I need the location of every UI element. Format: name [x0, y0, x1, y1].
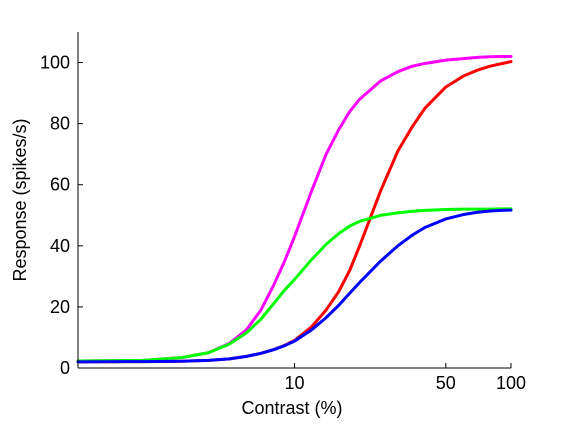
x-axis-title: Contrast (%)	[241, 398, 342, 418]
y-ticks: 0 20 40 60 80 100	[40, 53, 83, 378]
y-tick-label: 40	[50, 236, 70, 256]
axes	[77, 32, 511, 369]
y-tick-label: 60	[50, 175, 70, 195]
x-tick-label: 50	[436, 373, 456, 393]
y-tick-label: 100	[40, 53, 70, 73]
x-tick-label: 100	[496, 373, 526, 393]
plot-lines	[76, 54, 513, 364]
green-series-line	[76, 207, 513, 363]
red-series-line	[76, 60, 513, 364]
y-tick-label: 80	[50, 114, 70, 134]
x-ticks: 10 50 100	[284, 363, 526, 393]
x-tick-label: 10	[284, 373, 304, 393]
y-axis-title: Response (spikes/s)	[10, 118, 30, 281]
blue-series-line	[76, 208, 513, 364]
y-tick-label: 20	[50, 297, 70, 317]
y-tick-label: 0	[60, 358, 70, 378]
